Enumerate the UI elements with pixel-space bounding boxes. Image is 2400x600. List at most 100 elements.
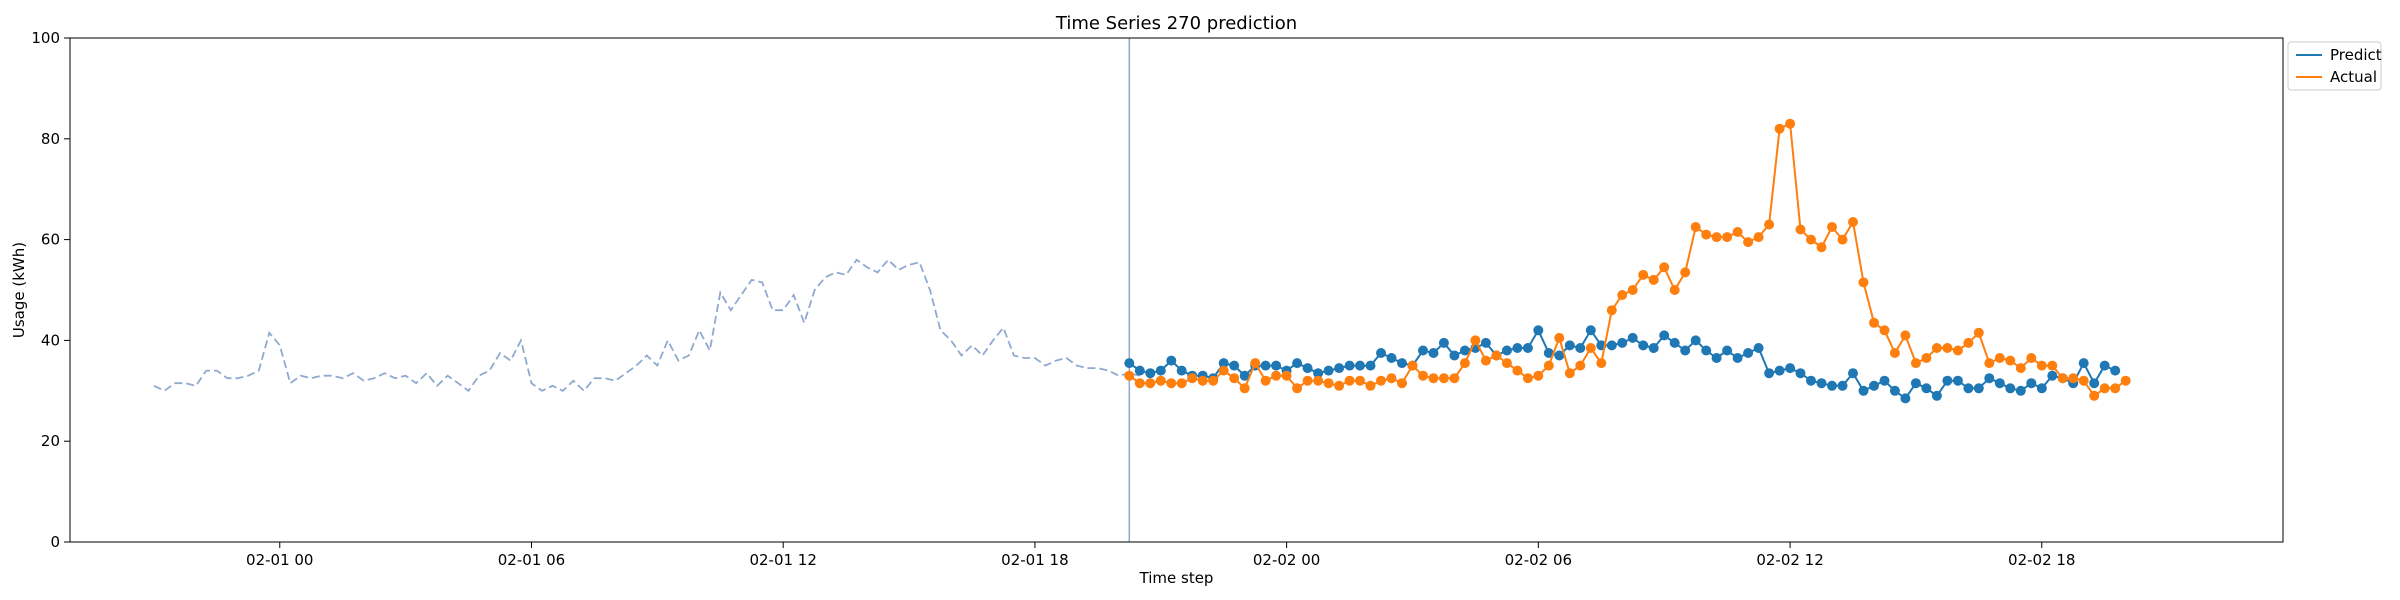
predict-point [2015, 385, 2026, 396]
predict-point [1292, 358, 1303, 369]
actual-point [2099, 383, 2110, 394]
actual-point [1994, 353, 2005, 363]
actual-point [1334, 380, 1345, 391]
predict-point [1889, 385, 1900, 396]
predict-point [1459, 345, 1470, 356]
y-tick-label: 0 [50, 533, 60, 551]
actual-series [1124, 118, 2131, 401]
actual-point [1606, 305, 1617, 316]
predict-point [1806, 375, 1816, 386]
predict-point [1973, 383, 1984, 394]
actual-point [1785, 118, 1796, 129]
x-tick-label: 02-01 00 [246, 551, 313, 569]
legend-actual-label: Actual [2330, 68, 2377, 86]
predict-point [1229, 360, 1240, 371]
predict-point [2110, 365, 2121, 376]
y-tick-label: 40 [41, 331, 60, 349]
predict-point [1701, 345, 1712, 356]
actual-point [1931, 343, 1942, 353]
y-tick-label: 20 [41, 432, 60, 450]
predict-point [1543, 348, 1554, 358]
predict-point [1627, 332, 1638, 343]
actual-point [1459, 358, 1470, 369]
predict-point [1522, 343, 1533, 353]
predict-point [2099, 360, 2110, 371]
predict-point [1323, 365, 1334, 376]
y-axis-title: Usage (kWh) [10, 242, 28, 338]
predict-point [1931, 390, 1942, 401]
actual-point [2120, 375, 2131, 386]
actual-point [1260, 375, 1271, 386]
predict-point [1659, 330, 1670, 341]
predict-point [1648, 343, 1659, 353]
predict-point [1564, 340, 1575, 351]
predict-point [1575, 343, 1586, 353]
actual-point [1281, 370, 1292, 381]
predict-point [1554, 350, 1565, 361]
predict-point [1753, 343, 1764, 353]
plot-content [153, 38, 2131, 542]
actual-point [1690, 222, 1701, 232]
actual-point [1480, 355, 1491, 366]
predict-point [1617, 337, 1628, 348]
predict-point [1722, 345, 1733, 356]
actual-point [1166, 378, 1177, 389]
predict-point [1900, 393, 1911, 404]
actual-point [1806, 234, 1816, 245]
predict-point [1711, 353, 1722, 363]
x-axis-title: Time step [1139, 569, 1214, 587]
actual-point [1512, 365, 1523, 376]
actual-point [1711, 232, 1722, 243]
x-tick-label: 02-02 12 [1756, 551, 1823, 569]
predict-point [2026, 378, 2037, 389]
y-axis-ticks: 0 20 40 60 80 100 [31, 29, 70, 551]
predict-point [1344, 360, 1355, 371]
actual-point [1470, 335, 1481, 346]
predict-point [2005, 383, 2016, 394]
predict-point [1606, 340, 1617, 351]
actual-point [1973, 327, 1984, 338]
predict-point [1795, 368, 1806, 379]
actual-point [1271, 370, 1282, 381]
actual-point [1218, 365, 1229, 376]
actual-point [1134, 378, 1145, 389]
actual-point [1659, 262, 1670, 273]
actual-point [1155, 375, 1166, 386]
x-tick-label: 02-02 06 [1505, 551, 1572, 569]
actual-point [1743, 237, 1754, 248]
plot-frame [69, 37, 2284, 543]
actual-point [1648, 274, 1659, 285]
predict-point [1166, 355, 1177, 366]
predict-point [1218, 358, 1229, 369]
actual-point [2015, 363, 2026, 374]
actual-point [1575, 360, 1586, 371]
predict-point [1848, 368, 1858, 379]
actual-point [1428, 373, 1439, 384]
actual-point [1722, 232, 1733, 243]
chart-title: Time Series 270 prediction [1055, 13, 1297, 34]
actual-point [1848, 217, 1858, 227]
actual-point [2026, 353, 2037, 363]
predict-point [1501, 345, 1512, 356]
predict-point [1869, 380, 1879, 391]
actual-point [1187, 373, 1198, 384]
predict-point [1355, 360, 1365, 371]
actual-point [1617, 290, 1628, 300]
actual-point [1984, 358, 1995, 369]
actual-point [1176, 378, 1187, 389]
predict-point [1239, 370, 1250, 381]
predict-point [1449, 350, 1460, 361]
predict-point [1176, 365, 1187, 376]
actual-point [1669, 285, 1680, 295]
predict-point [1271, 360, 1282, 371]
predict-point [1785, 363, 1796, 374]
actual-point [1522, 373, 1533, 384]
x-tick-label: 02-02 18 [2008, 551, 2075, 569]
y-tick-label: 60 [41, 231, 60, 249]
actual-point [1795, 224, 1806, 235]
predict-point [1774, 365, 1785, 376]
actual-point [2005, 355, 2016, 366]
actual-point [1418, 370, 1428, 381]
